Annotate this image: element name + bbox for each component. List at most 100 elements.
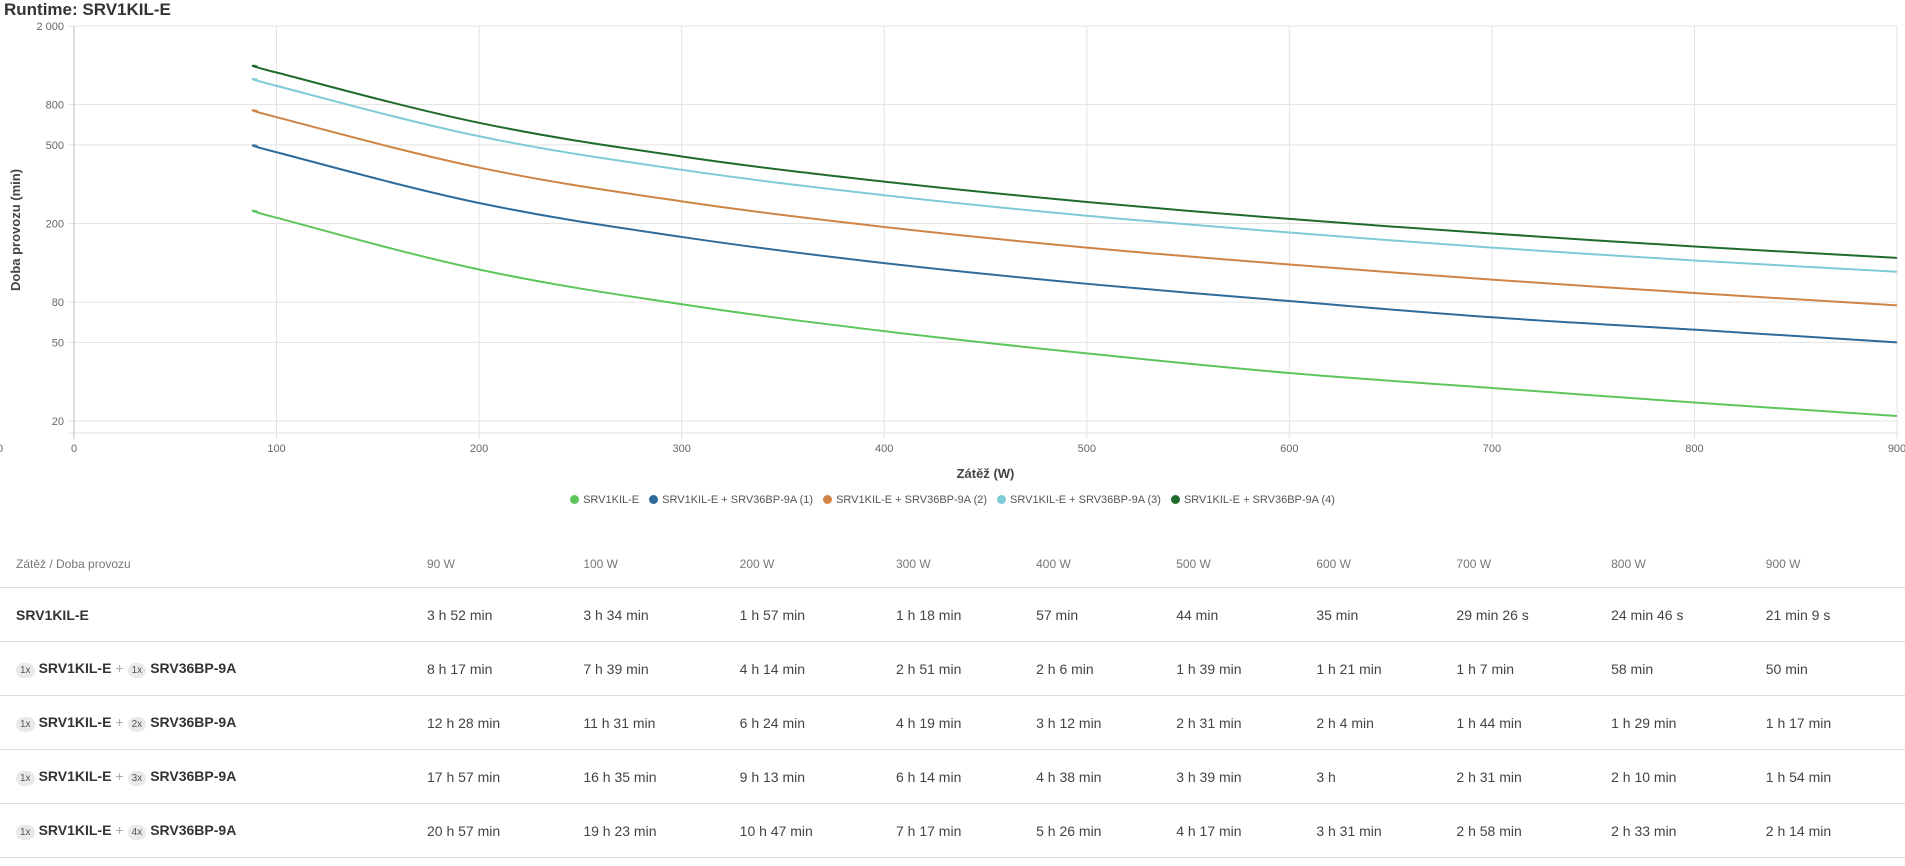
x-tick-label: 800 <box>1685 443 1703 455</box>
runtime-cell: 1 h 39 min <box>1175 641 1316 696</box>
column-header: 100 W <box>582 540 739 588</box>
runtime-cell: 2 h 14 min <box>1764 803 1905 858</box>
runtime-cell: 4 h 14 min <box>738 641 895 696</box>
x-tick-label: 400 <box>875 443 893 455</box>
legend-item[interactable]: SRV1KIL-E <box>570 494 639 506</box>
runtime-cell: 19 h 23 min <box>582 803 739 858</box>
runtime-cell: 6 h 24 min <box>738 695 895 750</box>
runtime-cell: 1 h 57 min <box>738 587 895 642</box>
series-line-4 <box>251 78 1898 273</box>
runtime-cell: 35 min <box>1315 587 1456 642</box>
column-header: 800 W <box>1610 540 1765 588</box>
legend-label: SRV1KIL-E <box>583 494 640 506</box>
legend-dot-icon <box>1170 495 1180 504</box>
column-header: 90 W <box>426 540 583 588</box>
runtime-cell: 21 min 9 s <box>1764 587 1905 642</box>
runtime-cell: 16 h 35 min <box>582 749 739 804</box>
column-header: 200 W <box>738 540 895 588</box>
column-header: 400 W <box>1035 540 1176 588</box>
series-line-3 <box>251 109 1898 307</box>
plus-sign: + <box>115 659 124 676</box>
legend-dot-icon <box>570 495 580 504</box>
table-row: 1x SRV1KIL-E +3x SRV36BP-9A 17 h 57 min 16 h … <box>0 749 1905 804</box>
runtime-cell: 57 min <box>1035 587 1176 642</box>
runtime-cell: 3 h 31 min <box>1315 803 1456 858</box>
runtime-cell: 9 h 13 min <box>738 749 895 804</box>
y-tick-label: 50 <box>52 337 64 349</box>
runtime-cell: 6 h 14 min <box>894 749 1036 804</box>
runtime-cell: 3 h 39 min <box>1175 749 1316 804</box>
plus-sign: + <box>115 821 124 838</box>
quantity-badge: 1x <box>16 824 35 840</box>
runtime-cell: 4 h 19 min <box>894 695 1036 750</box>
runtime-cell: 8 h 17 min <box>426 641 583 696</box>
runtime-cell: 5 h 26 min <box>1035 803 1176 858</box>
legend-label: SRV1KIL-E + SRV36BP-9A (2) <box>836 494 988 506</box>
x-tick-label: 300 <box>672 443 690 455</box>
column-header: 500 W <box>1175 540 1316 588</box>
legend-item[interactable]: SRV1KIL-E + SRV36BP-9A (4) <box>1170 494 1335 506</box>
runtime-cell: 12 h 28 min <box>426 695 583 750</box>
quantity-badge: 1x <box>16 662 35 678</box>
y-min-label: 0 <box>0 443 3 455</box>
column-header: 600 W <box>1315 540 1456 588</box>
runtime-cell: 1 h 21 min <box>1315 641 1456 696</box>
plus-sign: + <box>115 713 124 730</box>
runtime-cell: 1 h 18 min <box>894 587 1036 642</box>
runtime-cell: 1 h 54 min <box>1764 749 1905 804</box>
runtime-cell: 3 h 52 min <box>426 587 583 642</box>
product-name: SRV1KIL-E <box>38 821 112 838</box>
column-header: 700 W <box>1455 540 1611 588</box>
runtime-cell: 3 h <box>1315 749 1456 804</box>
legend-item[interactable]: SRV1KIL-E + SRV36BP-9A (1) <box>649 494 813 506</box>
plus-sign: + <box>115 767 124 784</box>
legend-item[interactable]: SRV1KIL-E + SRV36BP-9A (3) <box>997 494 1161 506</box>
x-tick-label: 900 <box>1888 443 1905 455</box>
runtime-cell: 2 h 51 min <box>894 641 1036 696</box>
runtime-cell: 1 h 44 min <box>1455 695 1611 750</box>
table-row: SRV1KIL-E 3 h 52 min 3 h 34 min 1 h 57 min 1… <box>0 587 1905 642</box>
legend-item[interactable]: SRV1KIL-E + SRV36BP-9A (2) <box>823 494 987 506</box>
quantity-badge: 2x <box>127 716 147 732</box>
runtime-cell: 29 min 26 s <box>1455 587 1611 642</box>
chart-legend: SRV1KIL-E SRV1KIL-E + SRV36BP-9A (1) SRV1K… <box>0 494 1905 506</box>
product-name: SRV1KIL-E <box>38 659 112 676</box>
quantity-badge: 1x <box>16 716 35 732</box>
x-tick-label: 600 <box>1280 443 1298 455</box>
product-name: SRV1KIL-E <box>16 606 89 623</box>
row-label: 1x SRV1KIL-E +2x SRV36BP-9A <box>0 695 426 750</box>
column-header: 300 W <box>894 540 1036 588</box>
runtime-cell: 58 min <box>1610 641 1765 696</box>
runtime-cell: 2 h 4 min <box>1315 695 1456 750</box>
corner-header: Zátěž / Doba provozu <box>0 540 426 588</box>
runtime-cell: 7 h 17 min <box>894 803 1036 858</box>
product-name: SRV36BP-9A <box>150 659 237 676</box>
column-header: 900 W <box>1764 540 1905 588</box>
runtime-cell: 20 h 57 min <box>426 803 583 858</box>
x-tick-label: 0 <box>71 443 77 455</box>
runtime-cell: 7 h 39 min <box>582 641 739 696</box>
x-axis-title: Zátěž (W) <box>957 466 1015 481</box>
row-label: 1x SRV1KIL-E +1x SRV36BP-9A <box>0 641 426 696</box>
runtime-cell: 50 min <box>1764 641 1905 696</box>
runtime-cell: 17 h 57 min <box>426 749 583 804</box>
runtime-cell: 3 h 12 min <box>1035 695 1176 750</box>
quantity-badge: 1x <box>16 770 35 786</box>
runtime-cell: 44 min <box>1175 587 1316 642</box>
series-line-1 <box>251 209 1898 417</box>
runtime-cell: 4 h 17 min <box>1175 803 1316 858</box>
row-label: SRV1KIL-E <box>0 587 426 642</box>
row-label: 1x SRV1KIL-E +3x SRV36BP-9A <box>0 749 426 804</box>
legend-dot-icon <box>649 495 659 504</box>
legend-dot-icon <box>997 495 1007 504</box>
runtime-cell: 1 h 7 min <box>1455 641 1611 696</box>
y-tick-label: 800 <box>46 100 64 112</box>
legend-label: SRV1KIL-E + SRV36BP-9A (3) <box>1010 494 1161 506</box>
y-tick-label: 20 <box>52 416 64 428</box>
product-name: SRV36BP-9A <box>150 713 237 730</box>
row-label: 1x SRV1KIL-E +4x SRV36BP-9A <box>0 803 426 858</box>
table-row: 1x SRV1KIL-E +2x SRV36BP-9A 12 h 28 min 11 h … <box>0 695 1905 750</box>
